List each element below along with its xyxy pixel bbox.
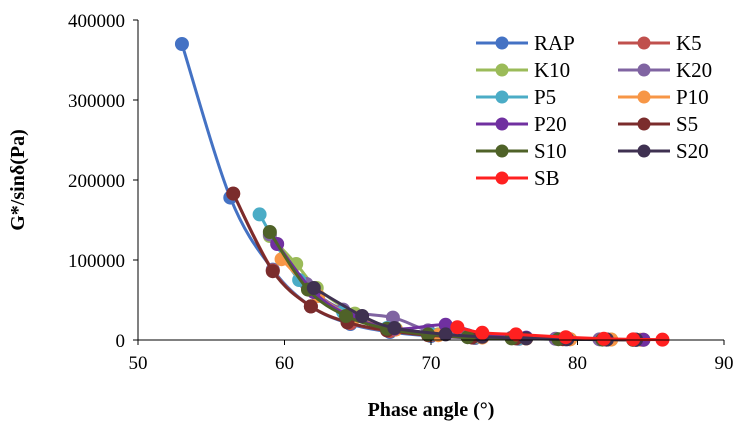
data-point-s5 xyxy=(226,186,241,201)
legend-item-k5: K5 xyxy=(618,31,702,55)
data-point-sb xyxy=(596,331,611,346)
legend-item-s5: S5 xyxy=(618,112,698,136)
legend: RAP K5 K10 K20 P5 P10 P20 S5 S10 S20 SB xyxy=(476,31,712,190)
legend-label: RAP xyxy=(534,31,575,55)
legend-label: S20 xyxy=(676,139,709,163)
data-point-s5 xyxy=(265,264,280,279)
series-s20 xyxy=(306,281,644,347)
legend-label: S5 xyxy=(676,112,698,136)
legend-item-rap: RAP xyxy=(476,31,575,55)
legend-swatch-marker xyxy=(495,144,509,158)
legend-swatch-marker xyxy=(637,63,651,77)
data-point-s10 xyxy=(262,225,277,239)
legend-swatch-marker xyxy=(495,171,509,185)
axis-layer xyxy=(133,19,725,345)
legend-label: K10 xyxy=(534,58,570,82)
data-point-sb xyxy=(508,327,523,342)
legend-swatch-marker xyxy=(637,117,651,131)
legend-swatch-marker xyxy=(495,90,509,104)
y-tick-label: 200000 xyxy=(68,171,125,192)
legend-item-s10: S10 xyxy=(476,139,567,163)
y-tick-label: 400000 xyxy=(68,11,125,32)
data-point-sb xyxy=(626,332,641,347)
x-tick-label: 50 xyxy=(129,353,148,374)
legend-label: SB xyxy=(534,166,560,190)
y-axis-title: G*/sinδ(Pa) xyxy=(7,129,29,231)
data-point-s20 xyxy=(387,321,402,335)
legend-item-k20: K20 xyxy=(618,58,712,82)
x-tick-labels: 50 60 70 80 90 xyxy=(129,353,734,374)
legend-label: P10 xyxy=(676,85,709,109)
data-point-s10 xyxy=(339,309,354,323)
x-tick-label: 90 xyxy=(715,353,734,374)
y-tick-label: 0 xyxy=(116,331,126,352)
legend-swatch-marker xyxy=(637,36,651,50)
data-point-s20 xyxy=(306,281,321,295)
series-sb xyxy=(450,320,670,347)
x-tick-label: 80 xyxy=(568,353,587,374)
data-point-sb xyxy=(475,325,490,340)
legend-label: K5 xyxy=(676,31,702,55)
x-tick-label: 60 xyxy=(275,353,294,374)
data-point-p5 xyxy=(252,207,267,222)
data-point-s20 xyxy=(438,327,453,342)
series-rap xyxy=(174,37,644,347)
data-point-sb xyxy=(558,330,573,345)
x-tick-label: 70 xyxy=(422,353,441,374)
data-point-rap xyxy=(174,37,189,51)
legend-swatch-marker xyxy=(495,63,509,77)
data-point-sb xyxy=(450,320,465,335)
legend-label: S10 xyxy=(534,139,567,163)
legend-swatch-marker xyxy=(637,144,651,158)
legend-item-p10: P10 xyxy=(618,85,709,109)
y-tick-labels: 0 100000 200000 300000 400000 xyxy=(68,11,125,352)
legend-label: K20 xyxy=(676,58,712,82)
y-tick-label: 100000 xyxy=(68,251,125,272)
data-point-s20 xyxy=(355,309,370,323)
legend-swatch-marker xyxy=(495,36,509,50)
series-layer xyxy=(174,37,670,347)
legend-item-k10: K10 xyxy=(476,58,570,82)
legend-label: P5 xyxy=(534,85,556,109)
legend-swatch-marker xyxy=(495,117,509,131)
legend-swatch-marker xyxy=(637,90,651,104)
legend-label: P20 xyxy=(534,112,567,136)
data-point-s5 xyxy=(303,299,318,314)
y-tick-label: 300000 xyxy=(68,91,125,112)
legend-item-sb: SB xyxy=(476,166,560,190)
legend-item-p5: P5 xyxy=(476,85,556,109)
legend-item-p20: P20 xyxy=(476,112,567,136)
legend-item-s20: S20 xyxy=(618,139,709,163)
series-line-rap xyxy=(180,43,637,342)
x-axis-title: Phase angle (°) xyxy=(368,399,495,421)
